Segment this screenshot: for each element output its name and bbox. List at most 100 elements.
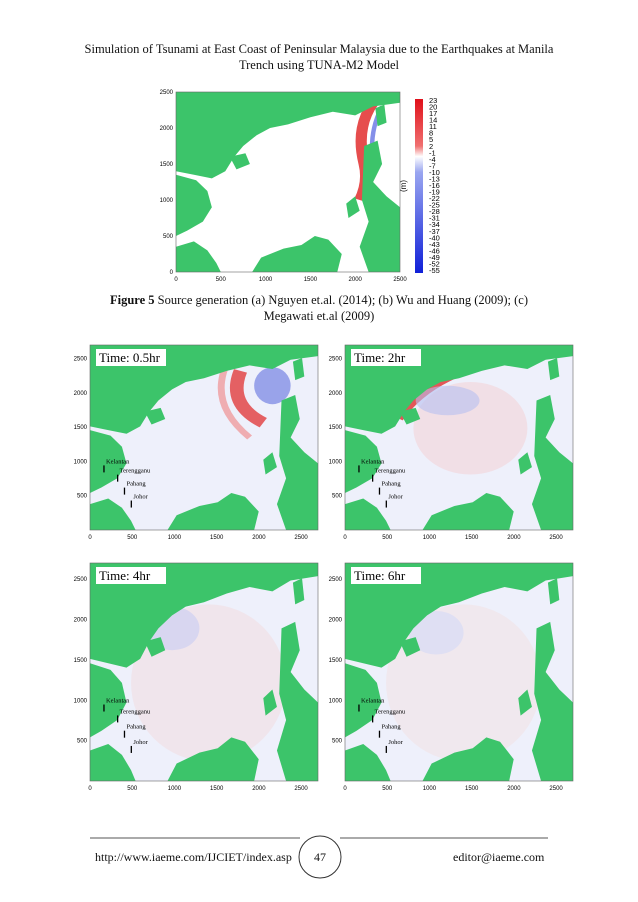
colorbar <box>415 99 423 273</box>
map-frame <box>175 91 401 273</box>
time-label: Time: 0.5hr <box>99 350 161 365</box>
place-label: Terengganu <box>120 468 151 475</box>
x-tick-label: 0 <box>88 786 92 792</box>
caption-text: Source generation (a) Nguyen et.al. (201… <box>157 293 528 323</box>
y-tick-label: 2500 <box>160 90 174 96</box>
x-tick-label: 500 <box>127 535 138 541</box>
header-line: Trench using TUNA-M2 Model <box>238 58 400 72</box>
x-tick-label: 2500 <box>294 535 308 541</box>
x-tick-label: 500 <box>382 535 393 541</box>
map <box>345 345 573 530</box>
colorbar-label: 8 <box>429 129 433 138</box>
colorbar-label: -7 <box>429 161 436 170</box>
place-label: Pahang <box>126 724 146 731</box>
map <box>345 563 573 781</box>
wave <box>408 610 464 655</box>
place-label: Kelantan <box>361 698 385 705</box>
colorbar-label: -19 <box>429 188 440 197</box>
x-tick-label: 2000 <box>252 786 266 792</box>
y-tick-label: 1000 <box>74 459 88 465</box>
colorbar-label: -22 <box>429 194 440 203</box>
y-tick-label: 2000 <box>74 391 88 397</box>
y-tick-label: 1500 <box>329 425 343 431</box>
x-tick-label: 2000 <box>507 786 521 792</box>
y-tick-label: 1000 <box>160 198 174 204</box>
map <box>90 563 318 781</box>
y-tick-label: 2500 <box>329 577 343 583</box>
x-tick-label: 2500 <box>549 535 563 541</box>
colorbar-label: -1 <box>429 148 436 157</box>
wave <box>254 367 291 405</box>
y-tick-label: 1500 <box>74 658 88 664</box>
place-label: Kelantan <box>106 698 130 705</box>
x-tick-label: 1000 <box>423 535 437 541</box>
map-frame <box>344 562 574 782</box>
map <box>176 92 400 272</box>
x-tick-label: 1000 <box>259 277 273 283</box>
y-tick-label: 1000 <box>329 459 343 465</box>
y-tick-label: 1500 <box>160 162 174 168</box>
y-tick-label: 500 <box>163 234 174 240</box>
header-line: Simulation of Tsunami at East Coast of P… <box>84 42 554 56</box>
x-tick-label: 500 <box>216 277 227 283</box>
y-tick-label: 500 <box>332 494 343 500</box>
colorbar-label: 20 <box>429 103 437 112</box>
time-label: Time: 2hr <box>354 350 406 365</box>
x-tick-label: 1000 <box>168 535 182 541</box>
colorbar-label: -49 <box>429 253 440 262</box>
time-box <box>351 349 421 366</box>
x-tick-label: 1000 <box>168 786 182 792</box>
y-tick-label: 2500 <box>74 577 88 583</box>
map-frame <box>344 344 574 531</box>
map <box>90 345 318 530</box>
colorbar-label: -34 <box>429 220 440 229</box>
y-tick-label: 0 <box>170 270 174 276</box>
place-label: Kelantan <box>361 458 385 465</box>
place-label: Terengganu <box>375 708 406 715</box>
x-tick-label: 1500 <box>210 535 224 541</box>
x-tick-label: 1000 <box>423 786 437 792</box>
footer-email: editor@iaeme.com <box>453 850 545 864</box>
x-tick-label: 1500 <box>304 277 318 283</box>
place-label: Johor <box>388 739 403 746</box>
colorbar-label: 11 <box>429 122 437 131</box>
x-tick-label: 2000 <box>507 535 521 541</box>
colorbar-label: -46 <box>429 246 440 255</box>
y-tick-label: 1500 <box>329 658 343 664</box>
x-tick-label: 2500 <box>549 786 563 792</box>
place-label: Johor <box>133 739 148 746</box>
colorbar-label: 2 <box>429 142 433 151</box>
time-box <box>351 567 421 584</box>
place-label: Pahang <box>126 481 146 488</box>
x-tick-label: 1500 <box>210 786 224 792</box>
x-tick-label: 0 <box>343 786 347 792</box>
colorbar-label: -25 <box>429 201 440 210</box>
figure-label: Figure 5 <box>109 293 155 307</box>
page-circle <box>298 835 342 879</box>
figure-caption: Figure 5 Source generation (a) Nguyen et… <box>86 292 552 324</box>
x-tick-label: 2500 <box>393 277 407 283</box>
x-tick-label: 1500 <box>465 786 479 792</box>
y-tick-label: 2500 <box>74 357 88 363</box>
y-tick-label: 1500 <box>74 425 88 431</box>
colorbar-label: -43 <box>429 240 440 249</box>
colorbar-label: 23 <box>429 96 437 105</box>
time-label: Time: 4hr <box>99 568 151 583</box>
footer-url: http://www.iaeme.com/IJCIET/index.asp <box>95 850 292 864</box>
place-label: Pahang <box>381 724 401 731</box>
colorbar-label: -52 <box>429 259 440 268</box>
map-frame <box>89 562 319 782</box>
y-tick-label: 2000 <box>329 618 343 624</box>
wave <box>230 369 268 428</box>
x-tick-label: 1500 <box>465 535 479 541</box>
x-tick-label: 500 <box>127 786 138 792</box>
colorbar-label: 5 <box>429 135 433 144</box>
x-tick-label: 0 <box>88 535 92 541</box>
time-box <box>96 567 166 584</box>
map-frame <box>89 344 319 531</box>
y-tick-label: 500 <box>332 739 343 745</box>
time-label: Time: 6hr <box>354 568 406 583</box>
x-tick-label: 0 <box>174 277 178 283</box>
